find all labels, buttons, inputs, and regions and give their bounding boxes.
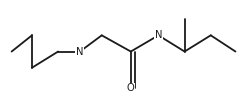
Text: N: N xyxy=(76,47,84,56)
Text: N: N xyxy=(155,30,162,40)
Text: O: O xyxy=(127,83,135,93)
